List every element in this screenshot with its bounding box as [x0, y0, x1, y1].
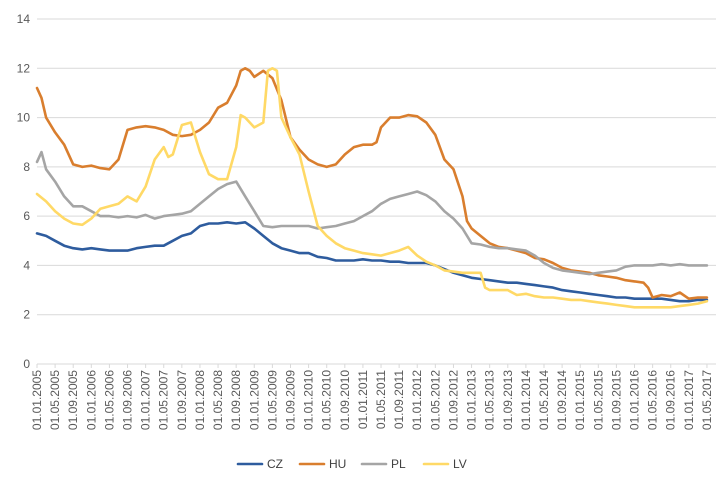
x-tick-label: 01.01.2012: [410, 370, 424, 430]
x-tick-label: 01.05.2006: [102, 370, 116, 430]
y-tick-label: 2: [23, 308, 30, 322]
legend-item-lv: LV: [422, 457, 467, 471]
x-tick-label: 01.01.2008: [193, 370, 207, 430]
x-tick-label: 01.01.2009: [247, 370, 261, 430]
x-tick-label: 01.09.2017: [718, 370, 720, 430]
x-tick-label: 01.05.2012: [428, 370, 442, 430]
y-tick-label: 6: [23, 209, 30, 223]
series-line-lv: [35, 67, 709, 309]
x-tick-label: 01.05.2008: [211, 370, 225, 430]
x-tick-label: 01.09.2016: [664, 370, 678, 430]
x-tick-label: 01.09.2013: [501, 370, 515, 430]
x-tick-label: 01.05.2016: [646, 370, 660, 430]
x-tick-label: 01.01.2013: [465, 370, 479, 430]
x-tick-label: 01.09.2010: [338, 370, 352, 430]
x-tick-label: 01.05.2005: [48, 370, 62, 430]
x-tick-label: 01.01.2015: [573, 370, 587, 430]
x-tick-label: 01.05.2017: [700, 370, 714, 430]
x-tick-label: 01.09.2008: [229, 370, 243, 430]
legend: CZ HU PL LV: [236, 457, 467, 471]
legend-label: LV: [453, 457, 467, 471]
series-line-pl: [35, 150, 709, 276]
x-tick-label: 01.01.2016: [628, 370, 642, 430]
x-tick-label: 01.05.2014: [537, 370, 551, 430]
x-tick-label: 01.01.2005: [30, 370, 44, 430]
legend-label: HU: [329, 457, 346, 471]
x-tick-label: 01.09.2009: [283, 370, 297, 430]
x-tick-label: 01.09.2015: [609, 370, 623, 430]
legend-label: CZ: [267, 457, 283, 471]
y-tick-label: 10: [17, 111, 31, 125]
y-tick-label: 8: [23, 160, 30, 174]
x-tick-label: 01.01.2007: [139, 370, 153, 430]
x-tick-label: 01.09.2007: [175, 370, 189, 430]
y-tick-label: 0: [23, 357, 30, 371]
y-tick-label: 4: [23, 258, 30, 272]
x-axis: 01.01.2005 01.05.2005 01.09.2005 01.01.2006…: [30, 363, 720, 430]
x-tick-label: 01.09.2011: [392, 370, 406, 429]
x-tick-label: 01.01.2014: [519, 370, 533, 430]
x-tick-label: 01.01.2011: [356, 370, 370, 429]
x-tick-label: 01.05.2009: [265, 370, 279, 430]
x-tick-label: 01.09.2005: [66, 370, 80, 430]
y-axis: 0 2 4 6 8 10 12 14: [17, 12, 31, 371]
x-tick-label: 01.05.2015: [591, 370, 605, 430]
x-tick-label: 01.01.2017: [682, 370, 696, 430]
y-tick-label: 14: [17, 12, 31, 26]
legend-label: PL: [391, 457, 406, 471]
series-lines: [35, 67, 709, 309]
legend-item-hu: HU: [298, 457, 346, 471]
series-line-hu: [35, 67, 709, 301]
x-tick-label: 01.01.2010: [302, 370, 316, 430]
x-tick-label: 01.09.2006: [121, 370, 135, 430]
x-tick-label: 01.09.2012: [446, 370, 460, 430]
x-tick-label: 01.09.2014: [555, 370, 569, 430]
series-line-cz: [35, 221, 709, 303]
x-tick-label: 01.05.2007: [157, 370, 171, 430]
x-tick-label: 01.05.2011: [374, 370, 388, 429]
legend-item-pl: PL: [360, 457, 406, 471]
legend-item-cz: CZ: [236, 457, 283, 471]
x-tick-label: 01.05.2013: [483, 370, 497, 430]
x-tick-label: 01.05.2010: [320, 370, 334, 430]
x-tick-label: 01.01.2006: [84, 370, 98, 430]
y-tick-label: 12: [17, 61, 31, 75]
